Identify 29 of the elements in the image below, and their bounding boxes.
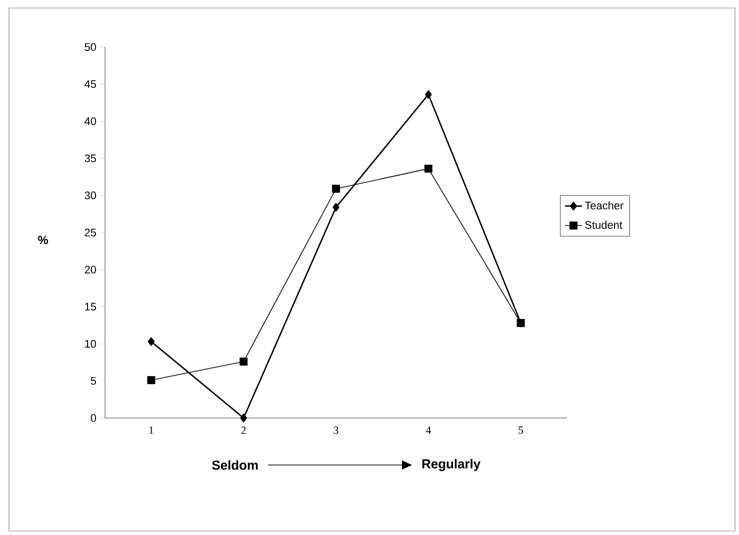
y-tick-label: 5 — [90, 377, 96, 385]
y-tick-label: 30 — [84, 192, 96, 200]
y-tick-label: 40 — [84, 117, 96, 126]
x-tick-label: 3 — [334, 426, 338, 434]
point — [240, 414, 247, 422]
legend-label: Student — [585, 220, 622, 229]
point — [332, 184, 340, 193]
legend-label: Teacher — [584, 201, 624, 210]
y-tick-label: 15 — [85, 302, 96, 311]
point — [240, 358, 248, 366]
y-tick-label: 20 — [84, 266, 96, 274]
y-axis-title: % — [38, 236, 48, 244]
y-tick-label: 0 — [90, 414, 96, 422]
x-tick-label: 4 — [426, 426, 431, 434]
text: Regularly — [422, 458, 480, 472]
x-tick-label: 2 — [241, 426, 246, 434]
point — [147, 376, 156, 384]
text: Seldom — [212, 460, 258, 470]
y-tick-label: 35 — [84, 154, 96, 162]
y-tick-label: 25 — [84, 228, 96, 236]
x-tick-label: 1 — [149, 426, 154, 434]
point — [425, 90, 432, 99]
y-tick-label: 45 — [84, 80, 96, 88]
point — [424, 164, 432, 173]
point — [332, 202, 340, 212]
y-tick-label: 10 — [85, 340, 96, 348]
point — [148, 337, 155, 346]
x-tick-label: 5 — [518, 426, 524, 434]
y-tick-label: 50 — [84, 43, 96, 51]
